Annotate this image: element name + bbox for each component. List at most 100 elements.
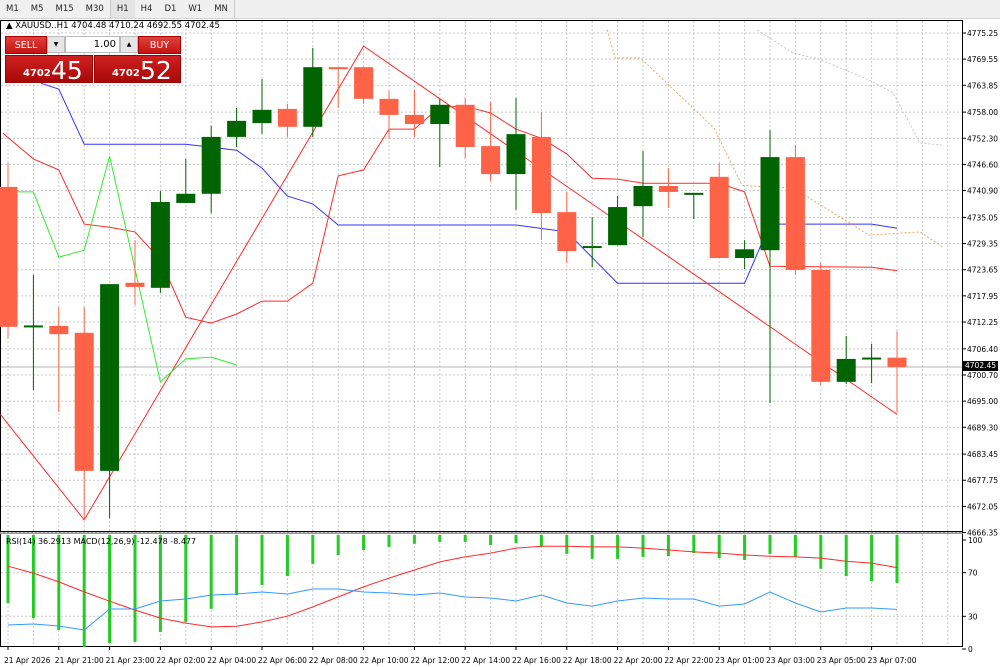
- timeframe-h1-button[interactable]: H1: [110, 0, 135, 18]
- candle-body: [0, 186, 18, 327]
- candle-body: [887, 357, 907, 367]
- sell-price-button[interactable]: 4702 45: [5, 55, 93, 85]
- candle-body: [684, 192, 704, 195]
- timeframe-m5-button[interactable]: M5: [30, 4, 44, 14]
- bearish-candle: [709, 163, 729, 258]
- bearish-candle: [74, 307, 94, 520]
- macd-histogram-bar: [31, 535, 35, 619]
- candle-body: [862, 357, 882, 360]
- bullish-candle: [201, 125, 221, 214]
- rsi-line: [7, 588, 898, 631]
- bearish-candle: [125, 240, 145, 305]
- time-tick-label: 22 Apr 12:00: [410, 656, 459, 665]
- macd-histogram-bar: [6, 535, 10, 604]
- timeframe-mn-button[interactable]: MN: [214, 4, 228, 14]
- bullish-candle: [227, 108, 247, 147]
- macd-histogram-bar: [412, 535, 416, 544]
- price-tick-label: 4677.75: [967, 476, 998, 485]
- macd-histogram-bar: [768, 535, 772, 554]
- lot-size-input[interactable]: [65, 36, 120, 53]
- chikou-line: [2, 156, 237, 383]
- macd-histogram-bar: [158, 535, 162, 632]
- candle-body: [201, 136, 221, 194]
- price-tick-label: 4746.60: [967, 160, 998, 169]
- chart-header: ▲ XAUUSD..H1 4704.48 4710.24 4692.55 470…: [6, 21, 220, 31]
- bearish-candle: [887, 331, 907, 413]
- level-tick-label: 0: [968, 645, 973, 654]
- macd-histogram-bar: [260, 535, 264, 585]
- macd-histogram-bar: [717, 535, 721, 559]
- buy-price-button[interactable]: 4702 52: [94, 55, 181, 85]
- timeframe-h4-button[interactable]: H4: [140, 4, 153, 14]
- buy-button[interactable]: BUY: [138, 36, 181, 54]
- macd-histogram-bar: [463, 535, 467, 542]
- candle-body: [74, 332, 94, 471]
- timeframe-d1-button[interactable]: D1: [164, 4, 177, 14]
- price-tick-label: 4706.40: [967, 345, 998, 354]
- candle-body: [709, 176, 729, 258]
- timeframe-group-hours: H1 H4 D1 W1 MN: [110, 0, 235, 18]
- time-tick-label: 21 Apr 2026: [4, 656, 51, 665]
- lot-increase-button[interactable]: ▲: [120, 36, 138, 53]
- price-tick-label: 4775.25: [967, 29, 998, 38]
- macd-signal-line: [7, 545, 898, 628]
- bullish-candle: [582, 217, 602, 268]
- ohlc-label: 4704.48 4710.24 4692.55 4702.45: [71, 21, 220, 31]
- sell-button[interactable]: SELL: [5, 36, 47, 54]
- price-tick-label: 4740.90: [967, 187, 998, 196]
- bullish-candle: [430, 98, 450, 168]
- price-tick-label: 4689.30: [967, 423, 998, 432]
- macd-histogram-bar: [387, 535, 391, 547]
- macd-histogram-bar: [133, 535, 137, 642]
- axes: 4775.25 4769.55 4763.85 4758.00 4752.30 4746.…: [4, 29, 998, 665]
- timeframe-m1-button[interactable]: M1: [6, 4, 19, 14]
- time-tick-label: 21 Apr 23:00: [106, 656, 155, 665]
- bullish-candle: [862, 343, 882, 384]
- price-tick-label: 4763.85: [967, 81, 998, 90]
- macd-histogram-bar: [82, 535, 86, 647]
- indicator-subwindow: [1, 535, 962, 647]
- candle-body: [176, 193, 196, 203]
- time-tick-label: 22 Apr 10:00: [360, 656, 409, 665]
- bearish-candle: [328, 67, 348, 108]
- sell-price-small: 4702: [23, 68, 51, 79]
- one-click-trade-panel: SELL ▼ ▲ BUY 4702 45 4702 52: [5, 36, 181, 85]
- candle-body: [735, 249, 755, 258]
- price-tick-label: 4717.95: [967, 292, 998, 301]
- bullish-candle: [836, 335, 856, 385]
- time-tick-label: 23 Apr 01:00: [715, 656, 764, 665]
- time-tick-label: 22 Apr 16:00: [512, 656, 561, 665]
- macd-histogram-bar: [641, 535, 645, 557]
- macd-histogram-bar: [57, 535, 61, 630]
- level-tick-label: 30: [968, 612, 978, 621]
- bearish-candle: [404, 90, 424, 137]
- candle-body: [404, 114, 424, 125]
- bullish-candle: [506, 97, 526, 210]
- bullish-candle: [633, 151, 653, 237]
- buy-price-small: 4702: [112, 68, 140, 79]
- bearish-candle: [811, 263, 831, 386]
- macd-histogram-bar: [539, 535, 543, 547]
- bullish-candle: [176, 158, 196, 203]
- bullish-candle: [100, 284, 120, 519]
- bullish-candle: [150, 191, 170, 293]
- price-tick-label: 4723.65: [967, 266, 998, 275]
- candle-body: [506, 134, 526, 175]
- candle-body: [303, 67, 323, 127]
- current-price-tag: 4702.45: [963, 361, 999, 371]
- candles: [0, 47, 907, 520]
- price-tick-label: 4752.30: [967, 134, 998, 143]
- macd-histogram-bar: [793, 535, 797, 557]
- price-tick-label: 4695.00: [967, 397, 998, 406]
- collapse-triangle-icon[interactable]: ▲: [6, 21, 13, 31]
- timeframe-m30-button[interactable]: M30: [85, 4, 104, 14]
- lot-decrease-button[interactable]: ▼: [47, 36, 65, 53]
- macd-histogram-bar: [870, 535, 874, 582]
- timeframe-m15-button[interactable]: M15: [55, 4, 74, 14]
- candle-body: [836, 358, 856, 382]
- macd-histogram-bar: [666, 535, 670, 557]
- timeframe-w1-button[interactable]: W1: [188, 4, 203, 14]
- macd-histogram-bar: [336, 535, 340, 555]
- bearish-candle: [531, 112, 551, 241]
